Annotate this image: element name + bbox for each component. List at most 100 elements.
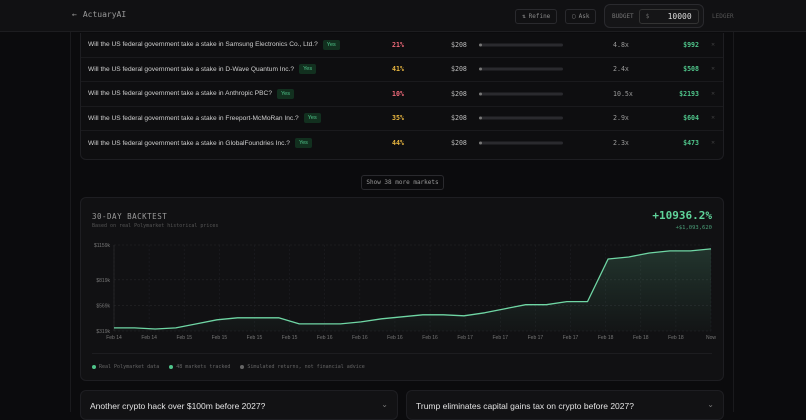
remove-icon[interactable]: × <box>711 66 715 73</box>
x-tick-label: Feb 16 <box>387 335 403 341</box>
question-text: Will the US federal government take a st… <box>88 140 290 147</box>
gray-dot-icon <box>240 365 244 369</box>
back-link[interactable]: ← ActuaryAI <box>72 10 126 19</box>
question-text: Will the US federal government take a st… <box>88 90 272 97</box>
area-fill <box>114 249 711 331</box>
y-tick-label: $569k <box>96 303 110 309</box>
multiplier: 2.3x <box>613 139 629 147</box>
slider-handle[interactable] <box>479 117 482 120</box>
payout: $473 <box>683 139 699 147</box>
budget-box: BUDGET $10000 <box>604 4 704 28</box>
market-row[interactable]: Will the US federal government take a st… <box>81 58 723 83</box>
card-title: Another crypto hack over $100m before 20… <box>90 401 265 411</box>
market-row[interactable]: Will the US federal government take a st… <box>81 82 723 107</box>
side-badge: Yes <box>304 113 321 123</box>
market-row[interactable]: Will the US federal government take a st… <box>81 33 723 58</box>
market-row[interactable]: Will the US federal government take a st… <box>81 131 723 156</box>
probability: 21% <box>392 41 404 49</box>
market-question: Will the US federal government take a st… <box>88 89 294 99</box>
stake: $208 <box>451 114 467 122</box>
markets-table: Will the US federal government take a st… <box>80 33 724 160</box>
x-tick-label: Feb 16 <box>422 335 438 341</box>
probability: 41% <box>392 65 404 73</box>
market-question: Will the US federal government take a st… <box>88 64 316 74</box>
remove-icon[interactable]: × <box>711 90 715 97</box>
x-tick-label: Feb 17 <box>457 335 473 341</box>
budget-label: BUDGET <box>612 13 634 20</box>
remove-icon[interactable]: × <box>711 41 715 48</box>
payout: $2193 <box>679 90 699 98</box>
legend-item: Simulated returns, not financial advice <box>240 364 364 370</box>
green-dot-icon <box>169 365 173 369</box>
remove-icon[interactable]: × <box>711 115 715 122</box>
stake-slider[interactable] <box>479 142 563 145</box>
probability: 35% <box>392 114 404 122</box>
x-tick-label: Feb 15 <box>176 335 192 341</box>
stake: $208 <box>451 139 467 147</box>
market-question: Will the US federal government take a st… <box>88 40 340 50</box>
market-card[interactable]: Trump eliminates capital gains tax on cr… <box>406 390 724 420</box>
legend-text: Simulated returns, not financial advice <box>247 364 364 370</box>
x-tick-label: Feb 18 <box>633 335 649 341</box>
probability: 10% <box>392 90 404 98</box>
x-tick-label: Now <box>706 335 716 341</box>
multiplier: 4.8x <box>613 41 629 49</box>
legend-item: Real Polymarket data <box>92 364 159 370</box>
side-badge: Yes <box>295 138 312 148</box>
backtest-panel: 30-DAY BACKTEST Based on real Polymarket… <box>80 197 724 381</box>
slider-handle[interactable] <box>479 142 482 145</box>
green-dot-icon <box>92 365 96 369</box>
y-tick-label: $1159k <box>94 243 111 249</box>
x-tick-label: Feb 15 <box>282 335 298 341</box>
multiplier: 10.5x <box>613 90 633 98</box>
refine-label: Refine <box>529 13 551 20</box>
slider-handle[interactable] <box>479 68 482 71</box>
budget-value: 10000 <box>668 12 692 21</box>
question-text: Will the US federal government take a st… <box>88 41 318 48</box>
market-row[interactable]: Will the US federal government take a st… <box>81 107 723 132</box>
x-tick-label: Feb 18 <box>598 335 614 341</box>
ledger-link[interactable]: LEDGER <box>712 13 734 20</box>
refine-button[interactable]: ⇅Refine <box>515 9 557 24</box>
sliders-icon: ⇅ <box>522 13 526 20</box>
x-tick-label: Feb 17 <box>528 335 544 341</box>
chevron-down-icon[interactable]: ⌄ <box>707 400 714 409</box>
legend: Real Polymarket data 48 markets tracked … <box>92 364 365 370</box>
legend-text: 48 markets tracked <box>176 364 230 370</box>
stake-slider[interactable] <box>479 117 563 120</box>
market-card[interactable]: Another crypto hack over $100m before 20… <box>80 390 398 420</box>
x-tick-label: Feb 17 <box>563 335 579 341</box>
remove-icon[interactable]: × <box>711 140 715 147</box>
budget-input[interactable]: $10000 <box>639 9 699 24</box>
ask-label: Ask <box>579 13 590 20</box>
side-badge: Yes <box>299 64 316 74</box>
slider-handle[interactable] <box>479 43 482 46</box>
ask-button[interactable]: ▢Ask <box>565 9 596 24</box>
stake-slider[interactable] <box>479 43 563 46</box>
divider <box>92 353 712 354</box>
x-tick-label: Feb 18 <box>668 335 684 341</box>
side-badge: Yes <box>323 40 340 50</box>
app-name: ActuaryAI <box>83 10 126 19</box>
x-tick-label: Feb 14 <box>141 335 157 341</box>
arrow-left-icon: ← <box>72 10 77 19</box>
multiplier: 2.4x <box>613 65 629 73</box>
chevron-down-icon[interactable]: ⌄ <box>381 400 388 409</box>
stake-slider[interactable] <box>479 68 563 71</box>
payout: $992 <box>683 41 699 49</box>
market-question: Will the US federal government take a st… <box>88 138 312 148</box>
payout: $604 <box>683 114 699 122</box>
stake: $208 <box>451 41 467 49</box>
card-title: Trump eliminates capital gains tax on cr… <box>416 401 634 411</box>
legend-item: 48 markets tracked <box>169 364 230 370</box>
stake: $208 <box>451 90 467 98</box>
x-tick-label: Feb 14 <box>106 335 122 341</box>
question-text: Will the US federal government take a st… <box>88 66 294 73</box>
slider-handle[interactable] <box>479 92 482 95</box>
x-tick-label: Feb 15 <box>212 335 228 341</box>
y-tick-label: $819k <box>96 278 110 284</box>
show-more-button[interactable]: Show 38 more markets <box>361 175 444 190</box>
stake-slider[interactable] <box>479 92 563 95</box>
side-badge: Yes <box>277 89 294 99</box>
